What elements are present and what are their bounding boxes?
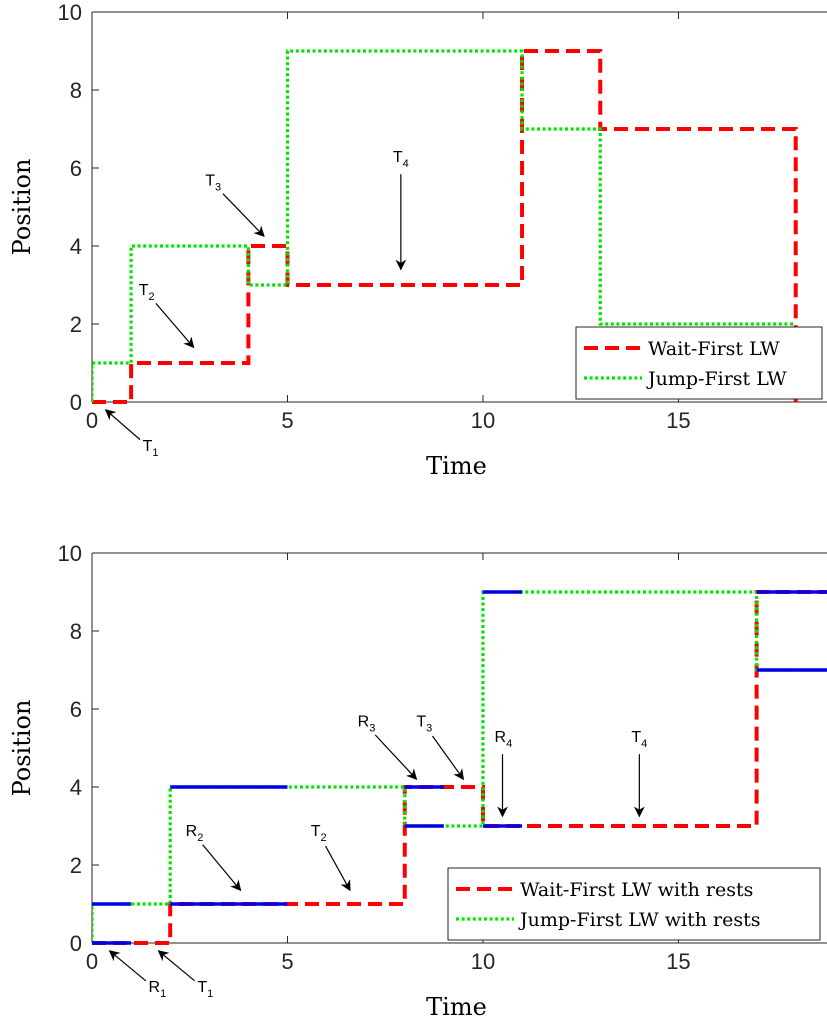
- annotation-letter: T: [139, 282, 149, 299]
- y-tick-label: 0: [70, 390, 82, 415]
- x-tick-label: 5: [281, 408, 293, 433]
- y-tick-label: 6: [70, 156, 82, 181]
- y-tick-label: 6: [70, 697, 82, 722]
- y-tick-label: 0: [70, 931, 82, 956]
- legend-label: Jump-First LW: [646, 368, 787, 390]
- y-tick-label: 2: [70, 853, 82, 878]
- annotation-letter: T: [143, 438, 153, 455]
- annotation-subscript: 3: [369, 723, 375, 735]
- annotation-letter: R: [186, 823, 198, 840]
- annotation-arrow: [374, 734, 418, 780]
- annotation-subscript: 2: [321, 832, 327, 844]
- y-tick-label: 4: [70, 775, 82, 800]
- legend-box: [447, 867, 821, 941]
- series-line-2: [92, 590, 827, 943]
- annotation-letter: R: [149, 979, 161, 996]
- legend-label: Jump-First LW with rests: [518, 909, 760, 931]
- annotation-label: R1: [149, 979, 167, 1000]
- annotation-letter: R: [495, 729, 507, 746]
- annotation-letter: T: [416, 714, 426, 731]
- y-tick-label: 10: [58, 541, 82, 566]
- annotation-arrow: [431, 735, 465, 781]
- chart-top: 0 5 10 150246810TimePositionT1T2T3T4Wait-Fi…: [8, 0, 827, 480]
- y-axis-label: Position: [8, 700, 36, 797]
- annotation-label: T2: [139, 282, 155, 303]
- annotation-arrow: [222, 193, 265, 238]
- annotation-letter: T: [393, 149, 403, 166]
- annotation-letter: R: [358, 714, 370, 731]
- legend-label: Wait-First LW: [648, 338, 780, 360]
- annotation-arrow: [157, 950, 195, 982]
- legend-label: Wait-First LW with rests: [520, 879, 753, 901]
- annotation-label: T3: [205, 173, 221, 194]
- annotation-label: T3: [416, 714, 432, 735]
- y-tick-label: 4: [70, 234, 82, 259]
- annotation-label: T1: [143, 438, 159, 459]
- annotation-subscript: 4: [641, 738, 647, 750]
- annotation-subscript: 2: [197, 832, 203, 844]
- annotation-subscript: 4: [403, 158, 409, 170]
- annotation-label: T4: [631, 729, 647, 750]
- y-tick-label: 10: [58, 0, 82, 25]
- annotation-label: R3: [358, 714, 376, 735]
- x-tick-label: 10: [471, 949, 495, 974]
- annotation-label: R4: [495, 729, 513, 750]
- annotation-letter: T: [631, 729, 641, 746]
- annotation-label: T2: [311, 823, 327, 844]
- annotation-arrow: [104, 409, 141, 441]
- annotation-letter: T: [197, 979, 207, 996]
- x-tick-label: 10: [471, 408, 495, 433]
- annotation-arrow: [202, 844, 242, 892]
- annotation-arrow: [108, 950, 147, 982]
- annotation-arrow: [325, 845, 351, 892]
- annotation-subscript: 4: [506, 738, 512, 750]
- annotation-label: R2: [186, 823, 204, 844]
- annotation-subscript: 2: [149, 291, 155, 303]
- annotation-subscript: 1: [152, 447, 158, 459]
- annotation-letter: T: [205, 173, 215, 190]
- y-axis-label: Position: [8, 159, 36, 256]
- annotation-subscript: 1: [160, 988, 166, 1000]
- annotation-label: T4: [393, 149, 409, 170]
- annotation-subscript: 3: [215, 182, 221, 194]
- y-tick-label: 8: [70, 619, 82, 644]
- plot-area: [92, 49, 798, 404]
- x-tick-label: 0: [86, 949, 98, 974]
- legend: Wait-First LW with rests Jump-First LW wi…: [447, 867, 821, 941]
- x-axis-label: Time: [426, 993, 487, 1021]
- x-tick-label: 0: [86, 408, 98, 433]
- annotation-subscript: 3: [426, 723, 432, 735]
- plot-area: [92, 590, 827, 945]
- y-tick-label: 2: [70, 312, 82, 337]
- annotation-arrow: [155, 303, 195, 349]
- x-tick-label: 15: [666, 408, 690, 433]
- legend: Wait-First LW Jump-First LW: [575, 326, 823, 400]
- annotation-label: T1: [197, 979, 213, 1000]
- annotation-letter: T: [311, 823, 321, 840]
- x-tick-label: 5: [281, 949, 293, 974]
- annotation-subscript: 1: [207, 988, 213, 1000]
- y-tick-label: 8: [70, 78, 82, 103]
- legend-box: [575, 326, 823, 400]
- x-axis-label: Time: [426, 452, 487, 480]
- x-tick-label: 15: [666, 949, 690, 974]
- series-line-2: [92, 49, 796, 402]
